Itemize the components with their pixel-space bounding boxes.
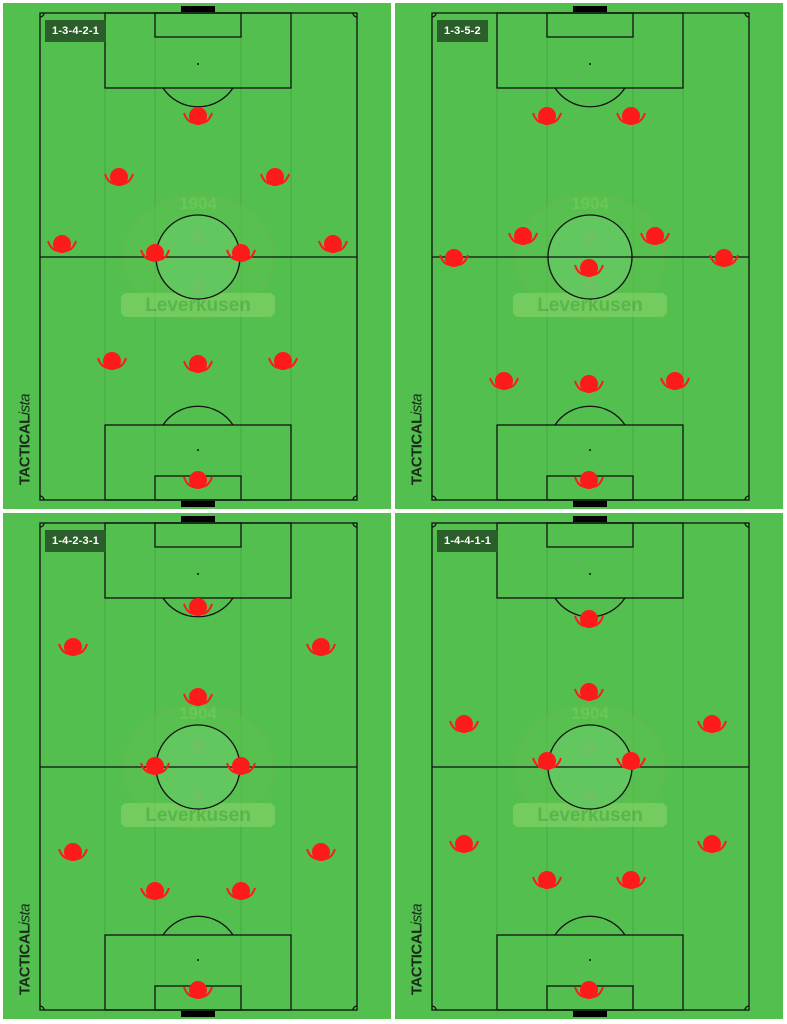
pitch: 1904 BAYER Leverkusen B R xyxy=(431,516,750,1017)
player-marker xyxy=(574,981,604,999)
player-marker xyxy=(616,871,646,889)
player-marker xyxy=(640,227,670,245)
pitch-lines xyxy=(39,12,358,501)
player-marker xyxy=(532,871,562,889)
player-marker xyxy=(532,107,562,125)
brand-italic: ista xyxy=(408,393,426,416)
player-marker xyxy=(226,882,256,900)
player-marker xyxy=(183,688,213,706)
player-marker xyxy=(268,352,298,370)
player-marker xyxy=(439,249,469,267)
brand-watermark: TACTICALista xyxy=(17,900,34,1000)
goal-bottom xyxy=(573,1011,607,1017)
logo-city: Leverkusen xyxy=(537,295,643,316)
player-marker xyxy=(574,259,604,277)
brand-watermark: TACTICALista xyxy=(409,390,426,490)
svg-text:R: R xyxy=(192,788,204,807)
formation-label: 1-3-4-2-1 xyxy=(45,20,107,42)
player-marker xyxy=(574,683,604,701)
brand-bold: TACTICAL xyxy=(408,925,426,996)
player-marker xyxy=(47,235,77,253)
player-marker xyxy=(574,471,604,489)
goal-top xyxy=(181,516,215,522)
formation-label: 1-4-4-1-1 xyxy=(437,530,499,552)
pitch: 1904 BAYER Leverkusen B R xyxy=(431,6,750,507)
player-marker xyxy=(697,715,727,733)
brand-italic: ista xyxy=(16,393,34,416)
player-marker xyxy=(616,107,646,125)
player-marker xyxy=(58,843,88,861)
svg-text:R: R xyxy=(584,788,596,807)
player-marker xyxy=(183,598,213,616)
logo-city: Leverkusen xyxy=(537,805,643,826)
player-marker xyxy=(226,757,256,775)
formation-panel: 1904 BAYER Leverkusen B R xyxy=(395,513,783,1019)
goal-top xyxy=(181,6,215,12)
logo-year: 1904 xyxy=(571,194,609,213)
player-marker xyxy=(183,355,213,373)
club-logo-watermark: 1904 BAYER Leverkusen xyxy=(121,704,275,830)
svg-text:R: R xyxy=(192,278,204,297)
player-marker xyxy=(260,168,290,186)
formation-label: 1-3-5-2 xyxy=(437,20,488,42)
formation-panel: 1904 BAYER Leverkusen B R xyxy=(395,3,783,509)
svg-text:B: B xyxy=(584,228,596,247)
player-marker xyxy=(616,752,646,770)
logo-year: 1904 xyxy=(179,704,217,723)
player-marker xyxy=(183,471,213,489)
player-marker xyxy=(532,752,562,770)
player-marker xyxy=(183,107,213,125)
brand-bold: TACTICAL xyxy=(408,415,426,486)
logo-year: 1904 xyxy=(571,704,609,723)
brand-italic: ista xyxy=(16,903,34,926)
svg-text:R: R xyxy=(584,278,596,297)
player-marker xyxy=(306,638,336,656)
brand-bold: TACTICAL xyxy=(16,415,34,486)
player-marker xyxy=(104,168,134,186)
goal-top xyxy=(573,6,607,12)
player-marker xyxy=(697,835,727,853)
svg-text:B: B xyxy=(192,228,204,247)
pitch-lines xyxy=(431,522,750,1011)
player-marker xyxy=(140,244,170,262)
pitch: 1904 BAYER Leverkusen B R xyxy=(39,516,358,1017)
svg-text:B: B xyxy=(192,738,204,757)
player-marker xyxy=(226,244,256,262)
pitch-lines xyxy=(39,522,358,1011)
goal-bottom xyxy=(573,501,607,507)
logo-city: Leverkusen xyxy=(145,805,251,826)
player-marker xyxy=(574,375,604,393)
logo-city: Leverkusen xyxy=(145,295,251,316)
player-marker xyxy=(449,835,479,853)
player-marker xyxy=(58,638,88,656)
svg-text:B: B xyxy=(584,738,596,757)
player-marker xyxy=(183,981,213,999)
player-marker xyxy=(660,372,690,390)
player-marker xyxy=(574,610,604,628)
player-marker xyxy=(318,235,348,253)
goal-bottom xyxy=(181,1011,215,1017)
brand-watermark: TACTICALista xyxy=(17,390,34,490)
brand-italic: ista xyxy=(408,903,426,926)
formation-panel: 1904 BAYER Leverkusen B R xyxy=(3,3,391,509)
pitch-lines xyxy=(431,12,750,501)
goal-top xyxy=(573,516,607,522)
formation-panel: 1904 BAYER Leverkusen B R xyxy=(3,513,391,1019)
formation-label: 1-4-2-3-1 xyxy=(45,530,107,552)
pitch: 1904 BAYER Leverkusen B R xyxy=(39,6,358,507)
goal-bottom xyxy=(181,501,215,507)
player-marker xyxy=(306,843,336,861)
player-marker xyxy=(97,352,127,370)
player-marker xyxy=(709,249,739,267)
player-marker xyxy=(489,372,519,390)
brand-bold: TACTICAL xyxy=(16,925,34,996)
logo-year: 1904 xyxy=(179,194,217,213)
player-marker xyxy=(449,715,479,733)
brand-watermark: TACTICALista xyxy=(409,900,426,1000)
player-marker xyxy=(508,227,538,245)
player-marker xyxy=(140,757,170,775)
player-marker xyxy=(140,882,170,900)
